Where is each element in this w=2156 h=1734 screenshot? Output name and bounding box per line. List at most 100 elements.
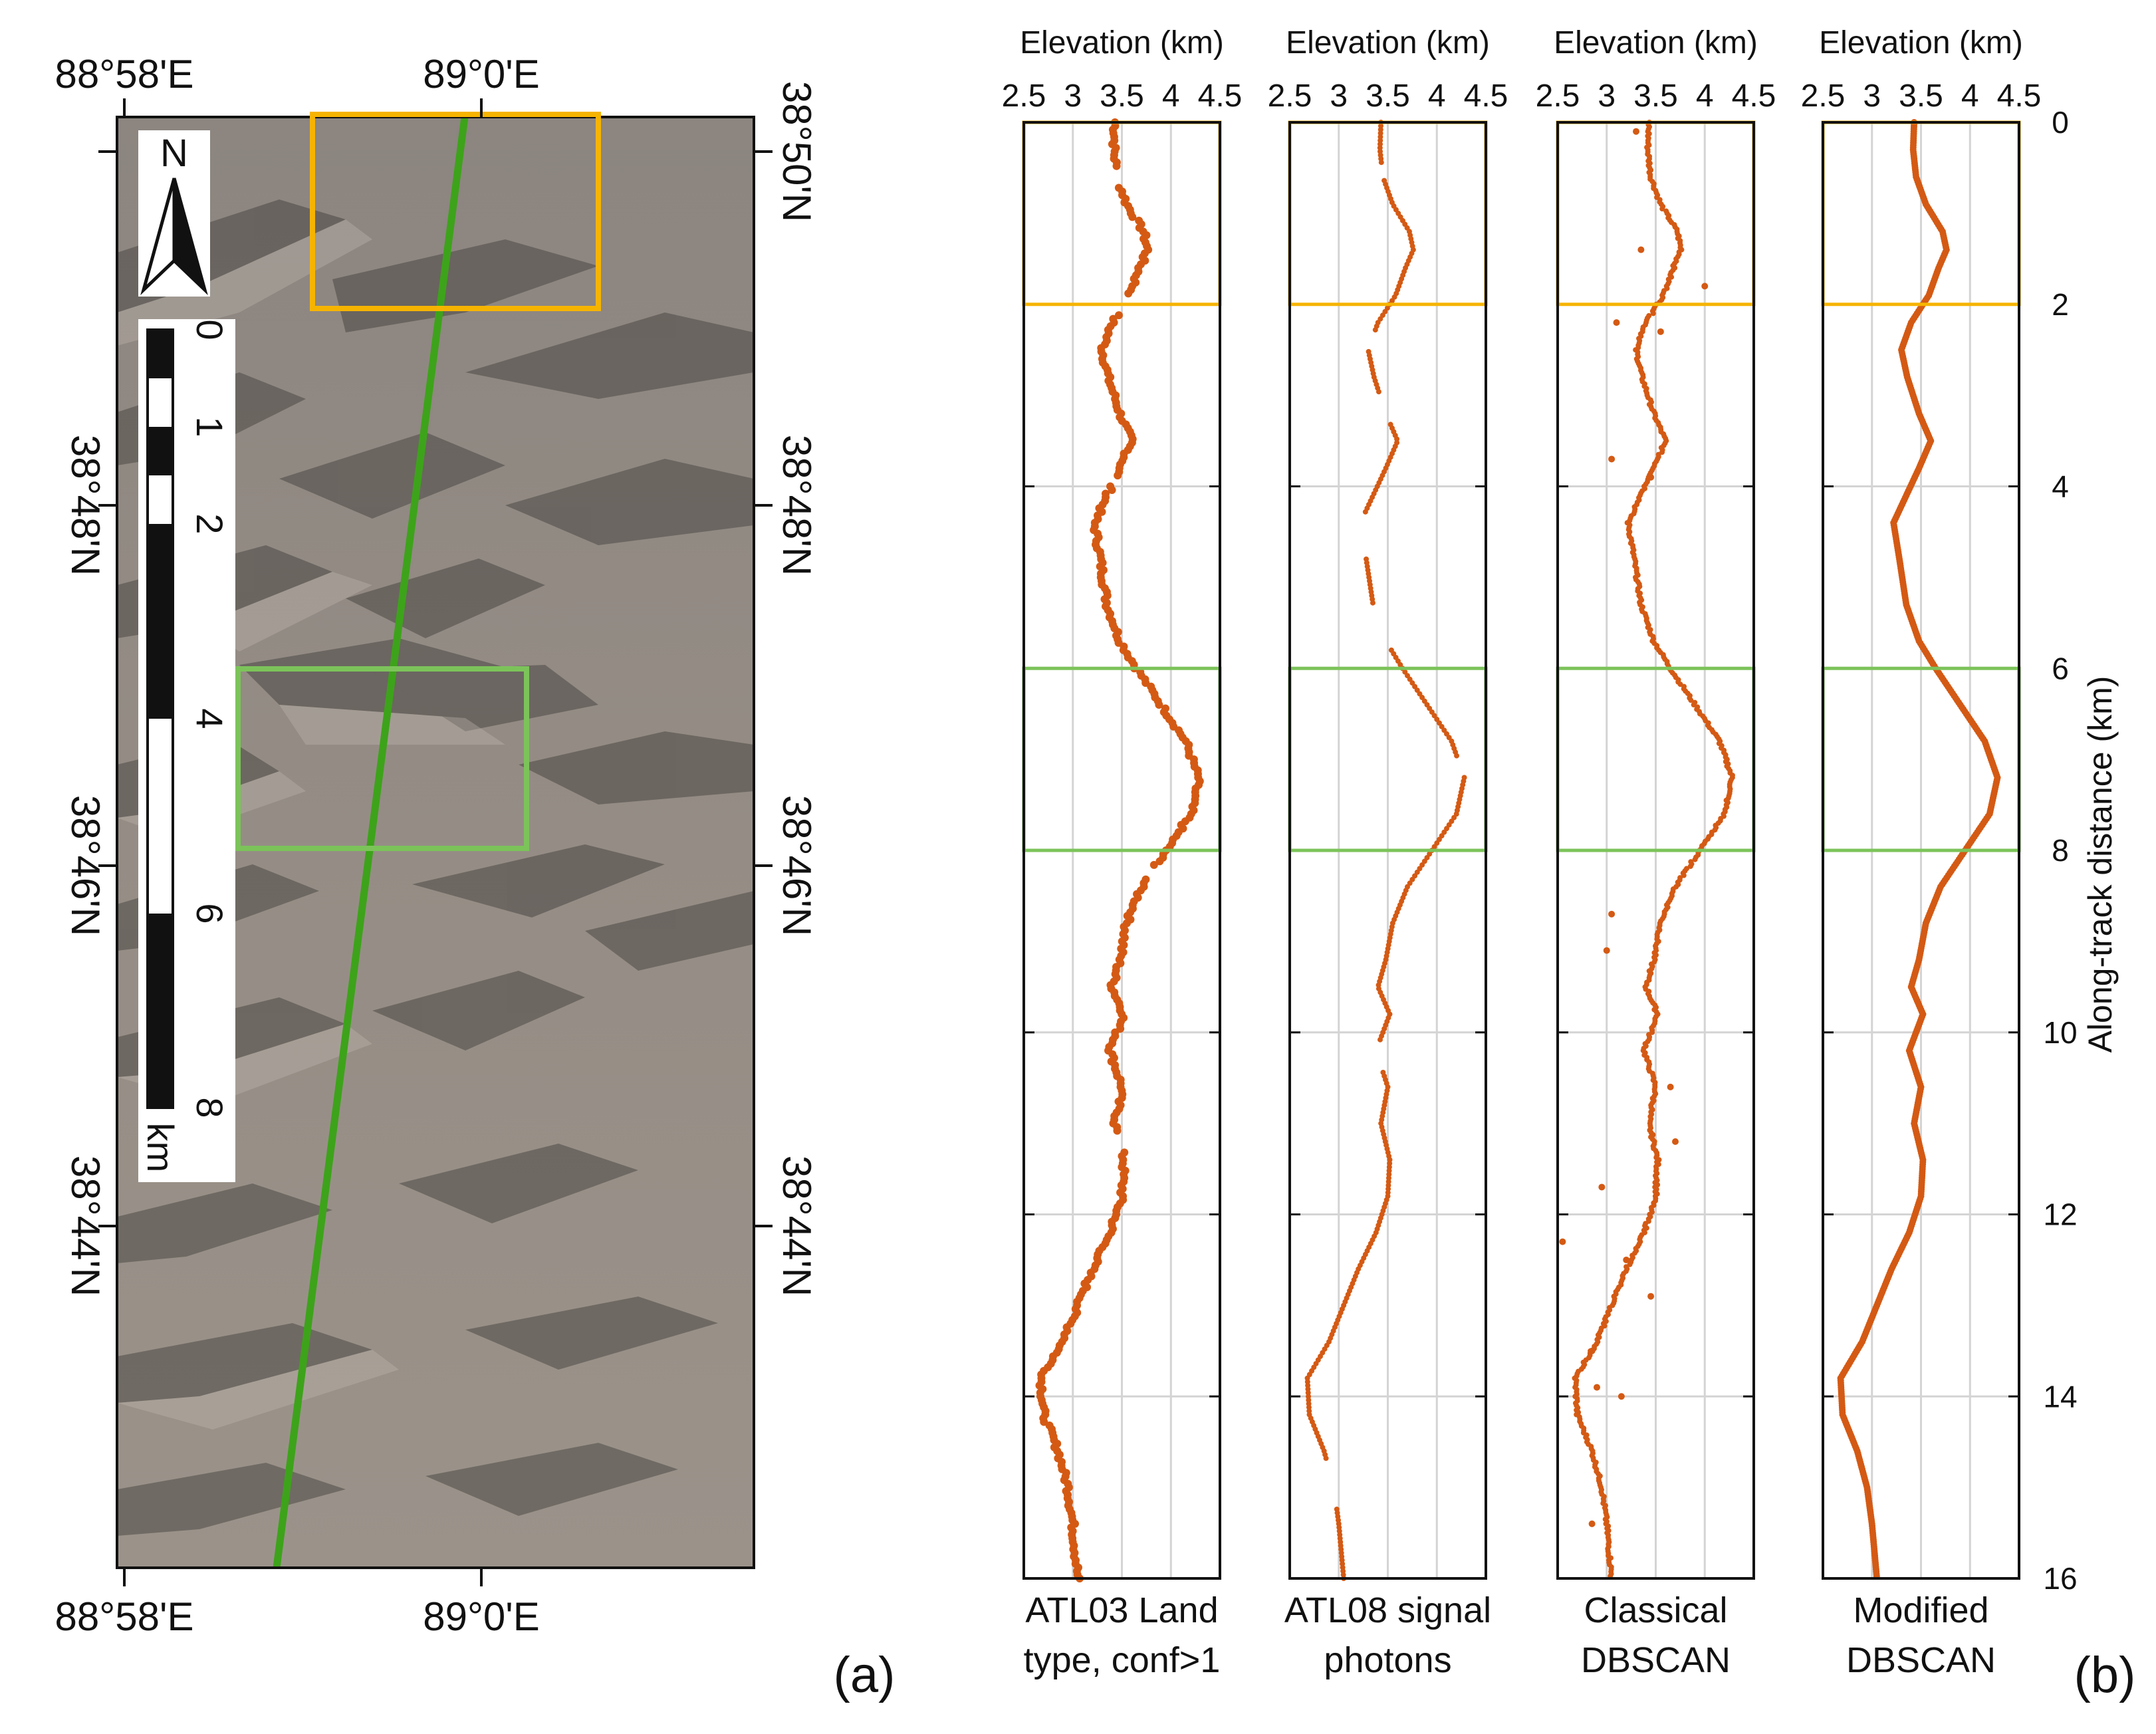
noise-point — [1657, 328, 1664, 335]
photon-point — [1372, 327, 1378, 333]
y-tick-label: 0 — [2052, 105, 2069, 140]
scale-seg-6-8 — [148, 914, 173, 1108]
x-tick-label: 4.5 — [1997, 78, 2042, 114]
noise-point — [1559, 1238, 1566, 1245]
photon-point — [1114, 471, 1122, 480]
panel-a-label: (a) — [834, 1647, 896, 1703]
x-tick-label: 3 — [1064, 78, 1082, 114]
box-top-yellow — [310, 112, 601, 311]
noise-point — [1613, 319, 1620, 326]
lon-label-top-2: 89°0'E — [423, 52, 540, 96]
y-tick-label: 12 — [2043, 1197, 2077, 1232]
x-tick-label: 4 — [1961, 78, 1979, 114]
y-tick-label: 8 — [2052, 833, 2069, 868]
scale-seg-2-4 — [148, 524, 173, 719]
north-arrow-icon-right — [172, 178, 208, 296]
noise-point — [1667, 1083, 1674, 1090]
lon-label-top-1: 88°58'E — [55, 52, 194, 96]
photon-point — [1155, 701, 1163, 709]
y-tick-label: 10 — [2043, 1015, 2077, 1050]
photon-point — [1124, 289, 1133, 298]
noise-point — [1588, 1520, 1596, 1527]
noise-point — [1701, 283, 1709, 290]
x-tick-label: 3 — [1598, 78, 1616, 114]
lon-label-bottom-2: 89°0'E — [423, 1594, 540, 1639]
photon-point — [1376, 389, 1381, 395]
noise-point — [1647, 473, 1655, 481]
lat-label-left-4: 38°44'N — [63, 1156, 108, 1297]
y-axis-title: Along-track distance (km) — [2082, 676, 2119, 1053]
x-axis-title: Elevation (km) — [1020, 25, 1224, 61]
axes-frame — [1288, 121, 1487, 1580]
photon-point — [1108, 485, 1116, 494]
lat-label-right-2: 38°48'N — [775, 435, 819, 576]
series-points-4 — [1837, 119, 2001, 1580]
photon-point — [1112, 162, 1121, 170]
series-label-line1: Modified — [1853, 1590, 1988, 1630]
series-label-line2: type, conf>1 — [1024, 1640, 1221, 1680]
lon-label-bottom-1: 88°58'E — [55, 1594, 194, 1639]
lat-label-right-4: 38°44'N — [775, 1156, 819, 1297]
profile-panel-4: 2.5 3 3.5 4 4.5 Elevation (km) Modified DBSCAN — [1801, 25, 2042, 1680]
x-tick-label: 3 — [1863, 78, 1881, 114]
y-tick-label: 6 — [2052, 651, 2069, 685]
series-label-line2: DBSCAN — [1581, 1640, 1731, 1680]
lat-label-right-3: 38°46'N — [775, 795, 819, 936]
noise-point — [1588, 1347, 1596, 1354]
scale-tick-1: 1 — [189, 416, 231, 437]
x-tick-label: 2.5 — [1801, 78, 1846, 114]
noise-point — [1623, 1256, 1630, 1263]
x-tick-label: 2.5 — [1536, 78, 1580, 114]
photon-point — [1692, 856, 1698, 862]
series-label-line1: ATL08 signal — [1284, 1590, 1491, 1630]
x-tick-label: 4.5 — [1732, 78, 1776, 114]
panel-a: 88°58'E 89°0'E 88°58'E 89°0'E 38°48'N 38… — [55, 52, 896, 1703]
x-axis-title: Elevation (km) — [1819, 25, 2023, 61]
scale-tick-0: 0 — [189, 319, 231, 340]
x-axis-title: Elevation (km) — [1554, 25, 1758, 61]
map-image — [117, 117, 754, 1568]
noise-point — [1608, 910, 1616, 918]
photon-point — [1323, 1455, 1329, 1461]
north-arrow-label: N — [160, 132, 188, 175]
photon-point — [1128, 213, 1137, 221]
x-tick-label: 3.5 — [1100, 78, 1144, 114]
noise-point — [1608, 455, 1616, 463]
scale-seg-1-15 — [148, 427, 173, 475]
panel-b-label: (b) — [2074, 1647, 2136, 1703]
noise-point — [1617, 1393, 1625, 1400]
photon-point — [1454, 753, 1460, 759]
x-tick-label: 4.5 — [1198, 78, 1243, 114]
profile-panel-1: 2.5 3 3.5 4 4.5 Elevation (km) ATL03 Land type,… — [1002, 25, 1243, 1680]
series-label-line2: DBSCAN — [1846, 1640, 1996, 1680]
panel-b: 2.5 3 3.5 4 4.5 Elevation (km) ATL03 Land type,… — [1002, 25, 2078, 1680]
y-tick-label: 4 — [2052, 469, 2069, 504]
noise-point — [1672, 1138, 1679, 1145]
series-points-3 — [1559, 120, 1735, 1579]
profile-panel-3: 2.5 3 3.5 4 4.5 Elevation (km) Classical DBSCAN — [1536, 25, 1776, 1680]
x-tick-label: 4 — [1696, 78, 1714, 114]
photon-point — [1378, 160, 1384, 166]
photon-point — [1370, 600, 1376, 606]
photon-point — [1377, 1037, 1383, 1043]
photon-point — [1113, 1126, 1122, 1135]
scale-seg-0-05 — [148, 330, 173, 378]
x-tick-label: 3.5 — [1366, 78, 1410, 114]
x-tick-label: 3 — [1330, 78, 1348, 114]
photon-point — [1659, 206, 1665, 212]
lat-tick-marks — [98, 150, 773, 1227]
noise-point — [1633, 128, 1639, 135]
photon-point — [1362, 509, 1368, 515]
scale-tick-8: 8 — [189, 1097, 231, 1118]
scale-tick-4: 4 — [189, 708, 231, 729]
x-axis-title: Elevation (km) — [1286, 25, 1490, 61]
noise-point — [1647, 1293, 1655, 1300]
noise-point — [1603, 947, 1610, 954]
series-label-line1: ATL03 Land — [1025, 1590, 1218, 1630]
axes-frame — [1022, 121, 1221, 1580]
series-label-line1: Classical — [1584, 1590, 1727, 1630]
scale-tick-6: 6 — [189, 903, 231, 924]
y-tick-label: 2 — [2052, 287, 2069, 322]
axes-frame — [1556, 121, 1755, 1580]
